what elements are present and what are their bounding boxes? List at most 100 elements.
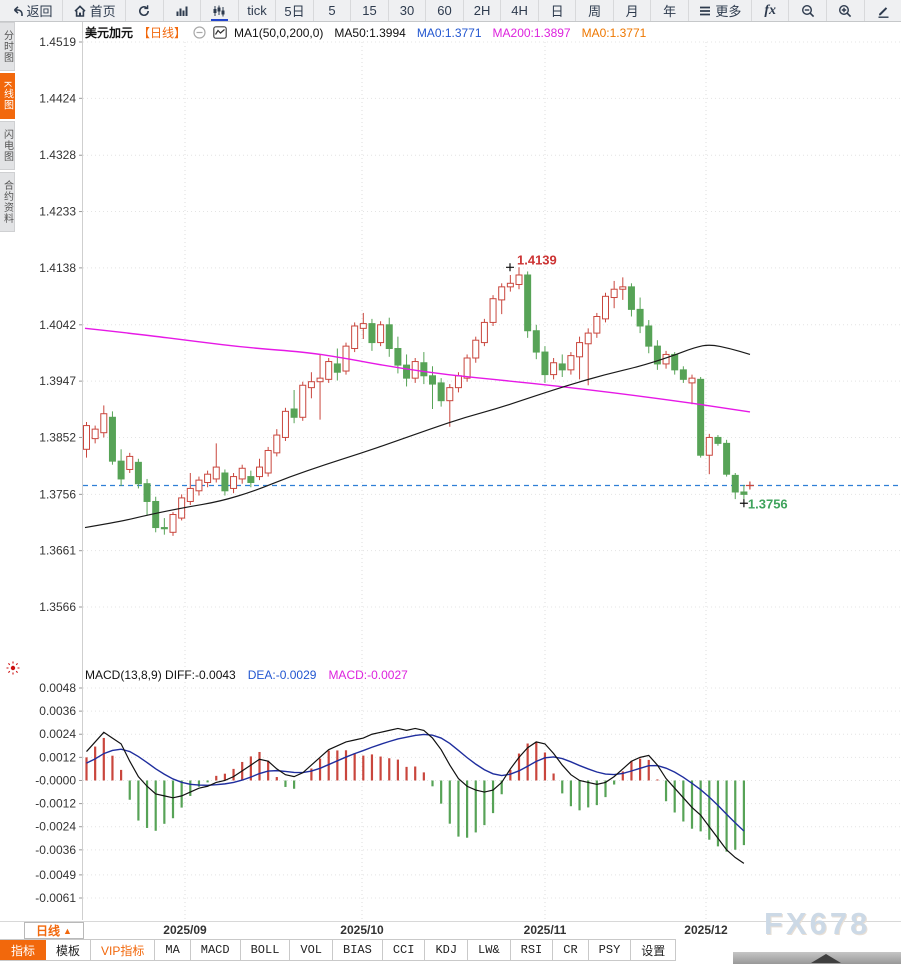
price-axis-label: 1.4138 (39, 261, 76, 275)
toolbar-item-month[interactable]: 月 (614, 0, 652, 21)
side-tab-lightning-chart[interactable]: 闪电图 (0, 120, 15, 170)
toolbar-item-back[interactable]: 返回 (0, 0, 64, 21)
x-axis-label: 2025/12 (684, 923, 728, 937)
candles-icon (212, 4, 226, 18)
ma-settings-label: MA1(50,0,200,0) (234, 25, 324, 40)
macd-axis-label: -0.0049 (35, 868, 76, 882)
toolbar-item-label: 更多 (715, 4, 742, 19)
macd-axis-label: -0.0061 (35, 891, 76, 905)
toolbar-item-year[interactable]: 年 (651, 0, 689, 21)
toolbar-item-zoom-out-zoom-out-icon[interactable] (789, 0, 827, 21)
price-axis-label: 1.3852 (39, 430, 76, 444)
x-axis-label: 2025/11 (523, 923, 567, 937)
low-price-annotation: 1.3756 (748, 496, 788, 511)
toolbar-item-5d[interactable]: 5日 (276, 0, 314, 21)
period-tag: 【日线】 (138, 26, 187, 40)
side-tab-time-chart[interactable]: 分时图 (0, 22, 15, 71)
toolbar-item-5[interactable]: 5 (314, 0, 352, 21)
bars-icon (175, 4, 189, 18)
price-axis-label: 1.4519 (39, 35, 76, 49)
macd-axis-label: 0.0024 (39, 727, 76, 741)
ma0-orange-value: MA0:1.3771 (581, 25, 647, 40)
toolbar-item-label: 30 (399, 3, 415, 18)
macd-dea-value: DEA:-0.0029 (247, 668, 317, 682)
indicator-toolbar: 指标 模板 VIP指标 MA MACD BOLL VOL BIAS CCI KDJ LW& RSI CR… (0, 939, 677, 961)
indicator-tab-bias[interactable]: BIAS (333, 940, 383, 960)
indicator-tab-ma[interactable]: MA (155, 940, 191, 960)
macd-axis-label: 0.0048 (39, 681, 76, 695)
toolbar-item-15[interactable]: 15 (351, 0, 389, 21)
high-price-annotation: 1.4139 (517, 252, 557, 267)
scroll-handle[interactable] (733, 952, 901, 964)
toolbar-item-draw-pencil-icon[interactable] (865, 0, 901, 21)
toolbar-item-candle-view-candles-icon[interactable] (201, 0, 239, 21)
price-axis-label: 1.4424 (39, 91, 76, 105)
ma200-value: MA200:1.3897 (492, 25, 571, 40)
alert-icon[interactable] (5, 660, 21, 681)
indicator-tab-[interactable]: 设置 (631, 940, 677, 960)
toolbar-item-zoom-in-zoom-in-icon[interactable] (827, 0, 865, 21)
price-panel-header: 美元加元 【日线】 MA1(50,0,200,0) MA50:1.3994 MA… (85, 24, 646, 41)
toolbar-item-30[interactable]: 30 (389, 0, 427, 21)
indicator-tab-cr[interactable]: CR (553, 940, 589, 960)
indicator-tab-psy[interactable]: PSY (589, 940, 632, 960)
refresh-icon (137, 4, 151, 18)
indicator-tab-cci[interactable]: CCI (383, 940, 426, 960)
macd-axis-label: -0.0036 (35, 843, 76, 857)
macd-panel-header: MACD(13,8,9) DIFF:-0.0043 DEA:-0.0029 MA… (85, 668, 408, 682)
toolbar-item-label: 返回 (26, 4, 53, 19)
indicator-tab-kdj[interactable]: KDJ (425, 940, 469, 960)
chevron-up-icon (811, 954, 841, 963)
toolbar-item-tick[interactable]: tick (239, 0, 277, 21)
macd-axis-label: -0.0024 (35, 820, 76, 834)
top-toolbar: 返回 首页 tick 5日 5 15 30 60 2H 4H 日 周 月 年 更多 fx (0, 0, 901, 22)
chevron-up-icon: ▲ (63, 925, 72, 936)
ma0-blue-value: MA0:1.3771 (416, 25, 482, 40)
macd-axis-label: 0.0036 (39, 704, 76, 718)
indicator-tab-macd[interactable]: MACD (191, 940, 241, 960)
toolbar-item-more[interactable]: 更多 (689, 0, 752, 21)
toolbar-item-label: 5日 (284, 4, 305, 19)
x-axis-label: 2025/09 (163, 923, 207, 937)
price-axis-label: 1.4042 (39, 318, 76, 332)
home-icon (73, 4, 87, 18)
price-axis-label: 1.4328 (39, 148, 76, 162)
toolbar-item-refresh-refresh-icon[interactable] (126, 0, 164, 21)
date-axis-row: 日线 ▲ 2025/09 2025/10 2025/11 2025/12 (0, 921, 901, 939)
price-axis-label: 1.3756 (39, 487, 76, 501)
toolbar-item-label: fx (764, 2, 777, 18)
macd-axis-label: -0.0000 (35, 773, 76, 787)
indicator-tab-boll[interactable]: BOLL (241, 940, 291, 960)
indicator-tab-vip[interactable]: VIP指标 (91, 940, 156, 960)
toolbar-item-bar-chart-bars-icon[interactable] (164, 0, 202, 21)
period-selector-button[interactable]: 日线 ▲ (24, 922, 84, 939)
indicator-tab-[interactable]: 指标 (0, 940, 47, 960)
toolbar-item-day[interactable]: 日 (539, 0, 577, 21)
price-axis-label: 1.4233 (39, 205, 76, 219)
side-tab-contract-info[interactable]: 合约资料 (0, 171, 15, 232)
collapse-icon[interactable] (193, 26, 206, 39)
indicator-tab-lw[interactable]: LW& (468, 940, 511, 960)
toolbar-item-4h[interactable]: 4H (501, 0, 539, 21)
indicator-tab-[interactable]: 模板 (46, 940, 92, 960)
side-tab-strip: 分时图 K线图 闪电图 合约资料 (0, 22, 15, 234)
zoom-out-icon (801, 4, 815, 18)
toolbar-item-home[interactable]: 首页 (63, 0, 127, 21)
toolbar-item-60[interactable]: 60 (426, 0, 464, 21)
indicator-tab-rsi[interactable]: RSI (511, 940, 554, 960)
indicator-badge-icon[interactable] (213, 26, 227, 39)
ma50-value: MA50:1.3994 (334, 25, 406, 40)
toolbar-item-week[interactable]: 周 (576, 0, 614, 21)
toolbar-item-label: 年 (663, 4, 677, 19)
back-icon (10, 4, 24, 18)
toolbar-item-fx[interactable]: fx (752, 0, 790, 21)
symbol-name: 美元加元 (85, 26, 134, 40)
indicator-tab-vol[interactable]: VOL (290, 940, 334, 960)
toolbar-item-2h[interactable]: 2H (464, 0, 502, 21)
side-tab-kline-chart[interactable]: K线图 (0, 73, 15, 119)
toolbar-item-label: 月 (625, 4, 639, 19)
price-axis-label: 1.3661 (39, 544, 76, 558)
price-axis-label: 1.3947 (39, 374, 76, 388)
toolbar-item-label: 日 (550, 4, 564, 19)
